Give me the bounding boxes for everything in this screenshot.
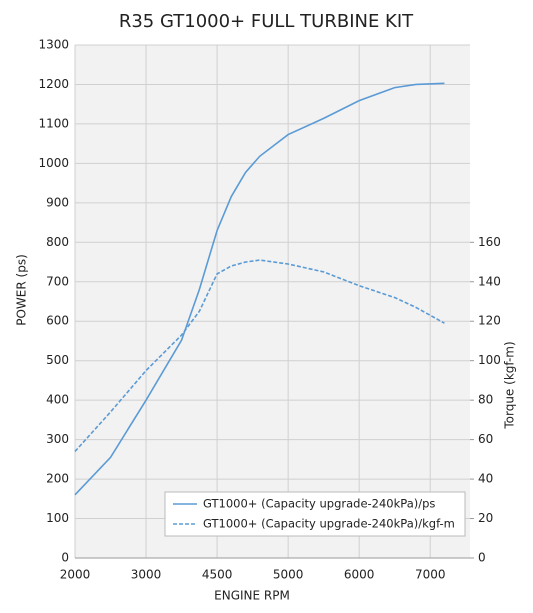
y-tick-label: 1000 <box>38 156 69 170</box>
series-line <box>74 82 445 496</box>
y-tick-label: 1300 <box>38 38 69 52</box>
x-tick-label: 3000 <box>131 568 162 582</box>
series-line <box>74 259 445 452</box>
legend-label: GT1000+ (Capacity upgrade-240kPa)/kgf-m <box>203 517 455 531</box>
y-tick-label: 700 <box>46 274 69 288</box>
plot-area <box>75 45 470 558</box>
y2-tick-label: 160 <box>478 235 501 249</box>
y-tick-label: 500 <box>46 353 69 367</box>
y2-tick-label: 120 <box>478 314 501 328</box>
y-tick-label: 0 <box>61 551 69 565</box>
y-tick-label: 1200 <box>38 77 69 91</box>
y-tick-label: 1100 <box>38 116 69 130</box>
y-tick-label: 900 <box>46 195 69 209</box>
x-axis-label: ENGINE RPM <box>214 589 290 603</box>
y2-tick-label: 40 <box>478 472 493 486</box>
y-tick-label: 200 <box>46 472 69 486</box>
legend-box <box>164 491 466 537</box>
y-tick-label: 300 <box>46 432 69 446</box>
y2-tick-label: 60 <box>478 432 493 446</box>
y-tick-label: 800 <box>46 235 69 249</box>
chart-title: R35 GT1000+ FULL TURBINE KIT <box>119 11 414 32</box>
x-tick-label: 4500 <box>202 568 233 582</box>
y2-tick-label: 80 <box>478 393 493 407</box>
y-axis-label: POWER (ps) <box>15 254 29 326</box>
y2-tick-label: 0 <box>478 551 486 565</box>
y2-tick-label: 140 <box>478 274 501 288</box>
y2-tick-label: 20 <box>478 511 493 525</box>
y2-axis-label: Torque (kgf-m) <box>503 341 517 429</box>
x-tick-label: 6000 <box>344 568 375 582</box>
y-tick-label: 400 <box>46 393 69 407</box>
y-tick-label: 100 <box>46 511 69 525</box>
legend-label: GT1000+ (Capacity upgrade-240kPa)/ps <box>203 497 435 511</box>
x-tick-label: 2000 <box>60 568 91 582</box>
y-tick-label: 600 <box>46 314 69 328</box>
x-tick-label: 7000 <box>415 568 446 582</box>
y2-tick-label: 100 <box>478 353 501 367</box>
x-tick-label: 5000 <box>273 568 304 582</box>
